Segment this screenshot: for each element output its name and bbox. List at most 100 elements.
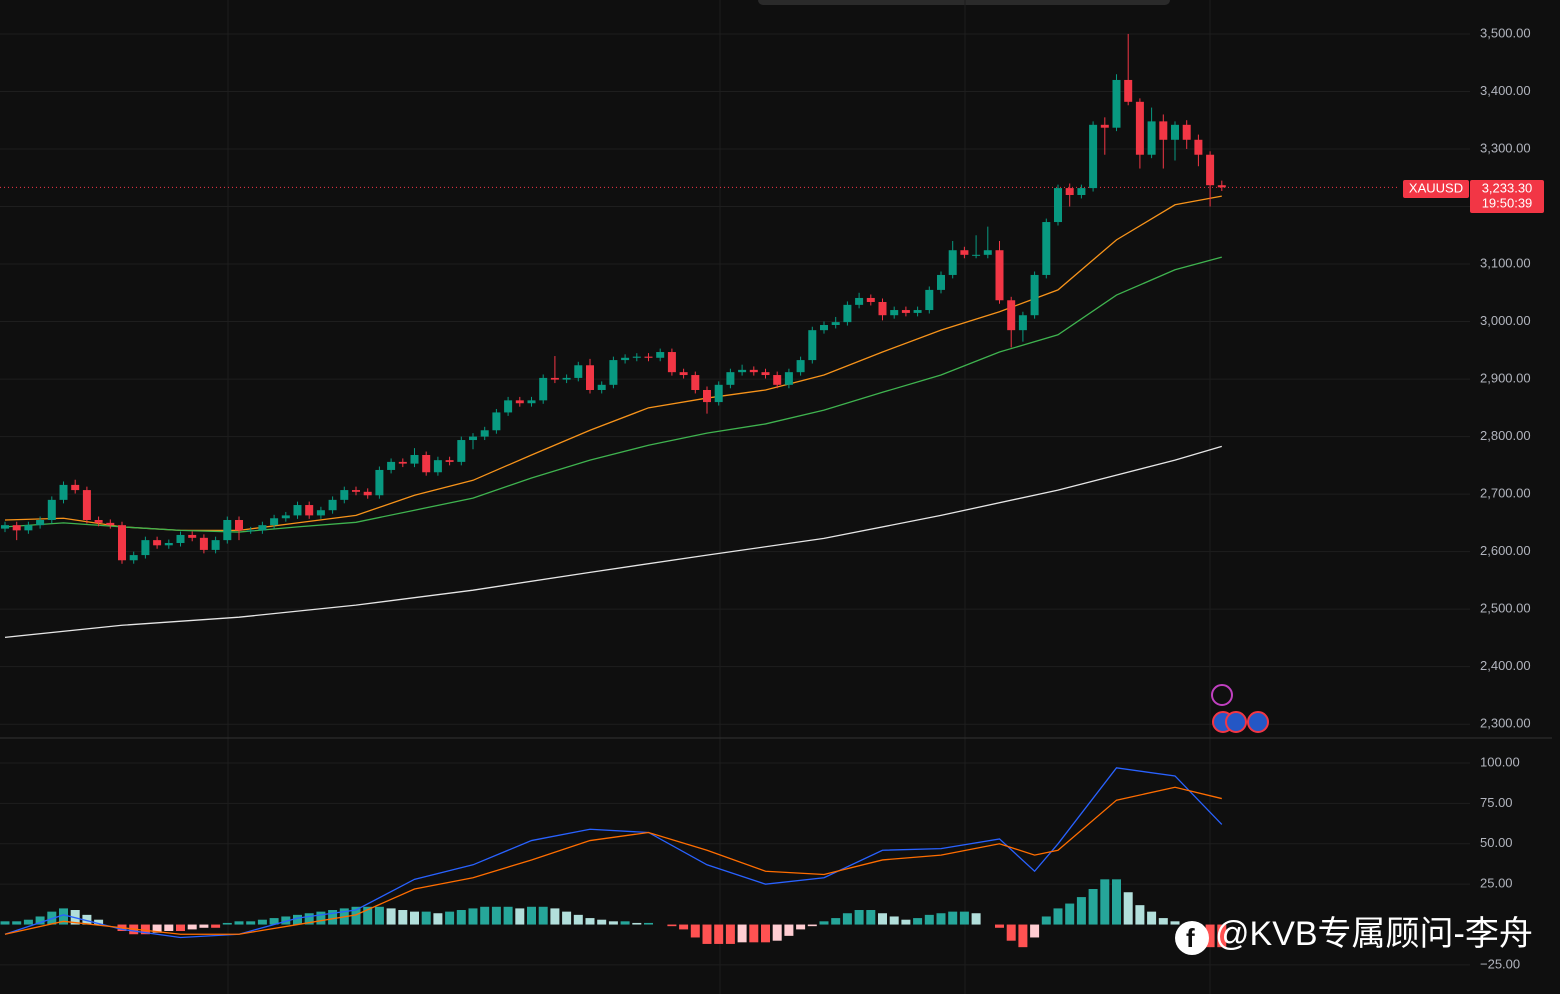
candle-body bbox=[480, 430, 489, 437]
candle-body bbox=[597, 384, 606, 390]
candle-body bbox=[106, 522, 115, 526]
histogram-bar bbox=[491, 906, 501, 925]
candle-body bbox=[270, 518, 279, 526]
candle-body bbox=[387, 461, 396, 470]
histogram-bar bbox=[293, 914, 302, 925]
y-tick-label: 2,300.00 bbox=[1480, 716, 1531, 731]
candle-body bbox=[235, 519, 243, 531]
histogram-bar bbox=[1088, 889, 1098, 925]
candle-body bbox=[422, 454, 431, 473]
histogram-bar bbox=[889, 916, 899, 925]
histogram-bar bbox=[82, 914, 92, 925]
histogram-bar bbox=[866, 910, 876, 925]
y-tick-label: 3,300.00 bbox=[1480, 140, 1531, 155]
histogram-bar bbox=[924, 914, 934, 925]
y-tick-label: −25.00 bbox=[1480, 956, 1520, 971]
indicator-line bbox=[4, 195, 1222, 531]
histogram-bar bbox=[246, 921, 256, 925]
histogram-bar bbox=[597, 919, 607, 925]
histogram-bar bbox=[1076, 897, 1086, 925]
candle-body bbox=[901, 310, 910, 313]
histogram-bar bbox=[854, 910, 864, 925]
watermark-icon bbox=[1175, 921, 1209, 955]
histogram-bar bbox=[1158, 918, 1168, 925]
candle-body bbox=[843, 304, 852, 323]
watermark-icon-letter: f bbox=[1186, 923, 1195, 953]
candle-body bbox=[679, 372, 688, 376]
candle-body bbox=[761, 372, 770, 376]
candle-body bbox=[153, 540, 162, 546]
candle-body bbox=[866, 297, 875, 302]
histogram-bar bbox=[585, 918, 595, 925]
candle-body bbox=[913, 310, 922, 313]
candle-body bbox=[1124, 79, 1133, 102]
candle-body bbox=[972, 254, 981, 256]
candle-body bbox=[539, 377, 548, 401]
candle-body bbox=[1018, 315, 1027, 331]
indicator-line bbox=[4, 786, 1222, 935]
candle-body bbox=[937, 274, 945, 290]
histogram-bar bbox=[468, 908, 478, 925]
histogram-bar bbox=[761, 924, 770, 943]
candle-body bbox=[1147, 121, 1156, 155]
candle-body bbox=[948, 250, 957, 275]
candle-body bbox=[363, 491, 372, 496]
watermark: @KVB专属顾问-李舟 bbox=[1215, 915, 1533, 953]
histogram-bar bbox=[644, 922, 653, 925]
histogram-bar bbox=[410, 911, 419, 925]
candle-body bbox=[515, 400, 524, 404]
histogram-bar bbox=[772, 924, 782, 941]
histogram-bar bbox=[176, 924, 185, 932]
candle-body bbox=[188, 534, 197, 538]
histogram-bar bbox=[445, 911, 455, 925]
candle-body bbox=[211, 540, 220, 550]
candle-body bbox=[632, 356, 641, 358]
histogram-bar bbox=[35, 916, 45, 925]
candle-body bbox=[1, 525, 9, 529]
histogram-bar bbox=[398, 910, 408, 925]
histogram-bar bbox=[608, 921, 618, 925]
y-tick-label: 100.00 bbox=[1480, 754, 1520, 769]
histogram-bar bbox=[807, 924, 817, 927]
candle-body bbox=[621, 357, 630, 361]
histogram-bar bbox=[503, 906, 513, 925]
candle-body bbox=[1007, 300, 1016, 331]
candle-body bbox=[808, 330, 817, 361]
y-tick-label: 2,400.00 bbox=[1480, 658, 1531, 673]
candle-body bbox=[1182, 124, 1191, 140]
toolbar[interactable] bbox=[758, 0, 1170, 5]
y-tick-label: 2,800.00 bbox=[1480, 428, 1531, 443]
candle-body bbox=[1030, 274, 1039, 316]
candle-body bbox=[983, 250, 992, 255]
histogram-bar bbox=[1065, 903, 1075, 925]
candle-body bbox=[118, 525, 126, 561]
y-tick-label: 3,500.00 bbox=[1480, 25, 1531, 40]
candle-body bbox=[223, 519, 232, 541]
histogram-bar bbox=[690, 924, 700, 938]
histogram-bar bbox=[164, 924, 174, 932]
histogram-bar bbox=[737, 924, 747, 943]
event-icons[interactable] bbox=[1211, 684, 1269, 733]
histogram-bar bbox=[363, 906, 373, 925]
candle-body bbox=[831, 322, 840, 325]
indicator-line bbox=[4, 445, 1222, 638]
histogram-bar bbox=[234, 921, 244, 925]
candle-body bbox=[644, 356, 653, 358]
candle-body bbox=[352, 490, 360, 492]
candle-body bbox=[855, 297, 864, 305]
histogram-bar bbox=[1170, 921, 1180, 925]
candle-body bbox=[305, 505, 314, 516]
y-tick-label: 2,700.00 bbox=[1480, 486, 1531, 501]
candle-body bbox=[1065, 188, 1074, 195]
candle-body bbox=[726, 372, 735, 385]
histogram-bar bbox=[304, 913, 314, 925]
candle-body bbox=[574, 365, 583, 378]
histogram-bar bbox=[714, 924, 724, 944]
candle-body bbox=[714, 384, 723, 403]
histogram-bar bbox=[515, 908, 525, 925]
histogram-bar bbox=[316, 911, 326, 925]
histogram-bar bbox=[187, 924, 197, 930]
candle-body bbox=[504, 400, 513, 413]
candle-body bbox=[141, 540, 150, 556]
